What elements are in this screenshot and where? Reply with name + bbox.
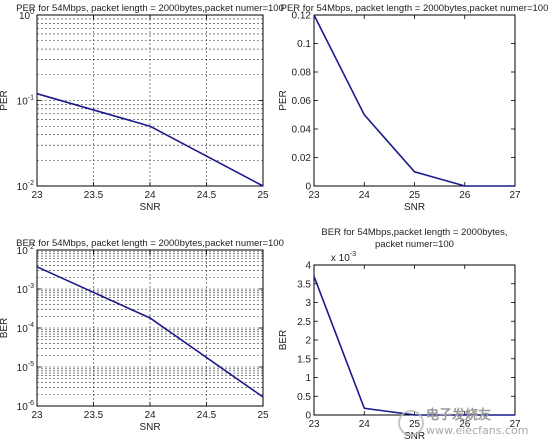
- y-tick-label: 1.5: [297, 354, 311, 365]
- y-axis-label: PER: [0, 90, 10, 111]
- x-tick-label: 25: [257, 190, 269, 201]
- series-line: [36, 266, 264, 398]
- y-tick-label: 0.02: [292, 153, 312, 164]
- x-tick-label: 24: [144, 190, 156, 201]
- y-tick-label: 0: [305, 182, 311, 193]
- x-tick-label: 24: [144, 410, 156, 421]
- x-tick-label: 26: [459, 419, 471, 430]
- y-tick-label: 3.5: [297, 279, 311, 290]
- tick-label-base: 10: [17, 285, 29, 296]
- y-tick-label: 10-4: [17, 322, 34, 335]
- tick-label-base: x 10: [331, 253, 350, 264]
- chart-title: BER for 54Mbps, packet length = 2000byte…: [16, 238, 284, 249]
- y-tick-label: 1: [305, 373, 311, 384]
- tick-label-base: 10: [17, 363, 29, 374]
- x-axis-label: SNR: [139, 202, 160, 213]
- y-axis-label: BER: [0, 318, 10, 339]
- chart-title-line2: packet numer=100: [375, 239, 454, 250]
- x-axis-label: SNR: [139, 422, 160, 433]
- x-tick-label: 23: [31, 410, 43, 421]
- series-line: [313, 276, 515, 416]
- y-tick-label: 10-2: [17, 180, 34, 193]
- y-tick-label: 2: [305, 336, 311, 347]
- x-tick-label: 24.5: [197, 410, 217, 421]
- x-tick-label: 23.5: [84, 410, 104, 421]
- y-tick-label: 10-1: [17, 95, 34, 108]
- chart-title: BER for 54Mbps,packet length = 2000bytes…: [321, 227, 507, 238]
- series-line: [313, 14, 515, 187]
- x-tick-label: 24: [359, 419, 371, 430]
- x-tick-label: 23: [308, 419, 320, 430]
- y-tick-label: 10-3: [17, 283, 34, 296]
- tick-label-exponent: -3: [350, 251, 356, 258]
- tick-label-exponent: -5: [28, 361, 34, 368]
- tick-label-exponent: 0: [30, 9, 34, 16]
- chart-title: PER for 54Mbps, packet length = 2000byte…: [281, 3, 549, 14]
- tick-label-base: 10: [19, 11, 31, 22]
- y-tick-label: 10-5: [17, 361, 34, 374]
- tick-label-base: 10: [17, 402, 29, 413]
- y-tick-label: 4: [305, 261, 311, 272]
- tick-label-exponent: -4: [28, 322, 34, 329]
- tick-label-exponent: -6: [28, 400, 34, 407]
- x-tick-label: 24.5: [197, 190, 217, 201]
- plot-frame: [313, 264, 516, 416]
- x-tick-label: 26: [459, 190, 471, 201]
- x-tick-label: 23.5: [84, 190, 104, 201]
- tick-label-base: 10: [17, 246, 29, 257]
- tick-label-base: 10: [17, 97, 29, 108]
- x-tick-label: 27: [509, 190, 521, 201]
- y-tick-label: 10-2: [17, 244, 34, 257]
- y-tick-label: 10-6: [17, 400, 34, 413]
- y-tick-label: 0.1: [297, 39, 311, 50]
- y-tick-label: 0.06: [292, 96, 312, 107]
- series-line: [36, 92, 264, 187]
- x-tick-label: 27: [509, 419, 521, 430]
- plot-frame: [313, 14, 516, 187]
- y-tick-label: 0.04: [292, 125, 312, 136]
- y-tick-label: 0.08: [292, 68, 312, 79]
- x-tick-label: 23: [31, 190, 43, 201]
- y-tick-label: 0: [305, 411, 311, 422]
- tick-label-exponent: -2: [28, 180, 34, 187]
- y-tick-label: 3: [305, 298, 311, 309]
- y-tick-label: 2.5: [297, 317, 311, 328]
- x-tick-label: 23: [308, 190, 320, 201]
- subplot-4: 23 24 25 26 27 0 0.5 1 1.5 2 2.5 3 3.5 4 BER for 54Mbp…: [278, 227, 521, 442]
- y-tick-label: 100: [19, 9, 34, 22]
- y-tick-label: 0.12: [292, 11, 312, 22]
- x-tick-label: 24: [359, 190, 371, 201]
- x-tick-label: 25: [409, 190, 421, 201]
- tick-label-base: 10: [17, 324, 29, 335]
- tick-label-exponent: -3: [28, 283, 34, 290]
- chart-title: PER for 54Mbps, packet length = 2000byte…: [16, 3, 284, 14]
- x-tick-label: 25: [409, 419, 421, 430]
- x-axis-label: SNR: [404, 431, 425, 442]
- y-axis-label: BER: [278, 330, 289, 351]
- y-tick-label: 0.5: [297, 392, 311, 403]
- tick-label-base: 10: [17, 182, 29, 193]
- x-tick-label: 25: [257, 410, 269, 421]
- axis-exponent-label: x 10-3: [331, 251, 356, 264]
- tick-label-exponent: -1: [28, 95, 34, 102]
- x-axis-label: SNR: [404, 202, 425, 213]
- y-axis-label: PER: [278, 90, 289, 111]
- tick-label-exponent: -2: [28, 244, 34, 251]
